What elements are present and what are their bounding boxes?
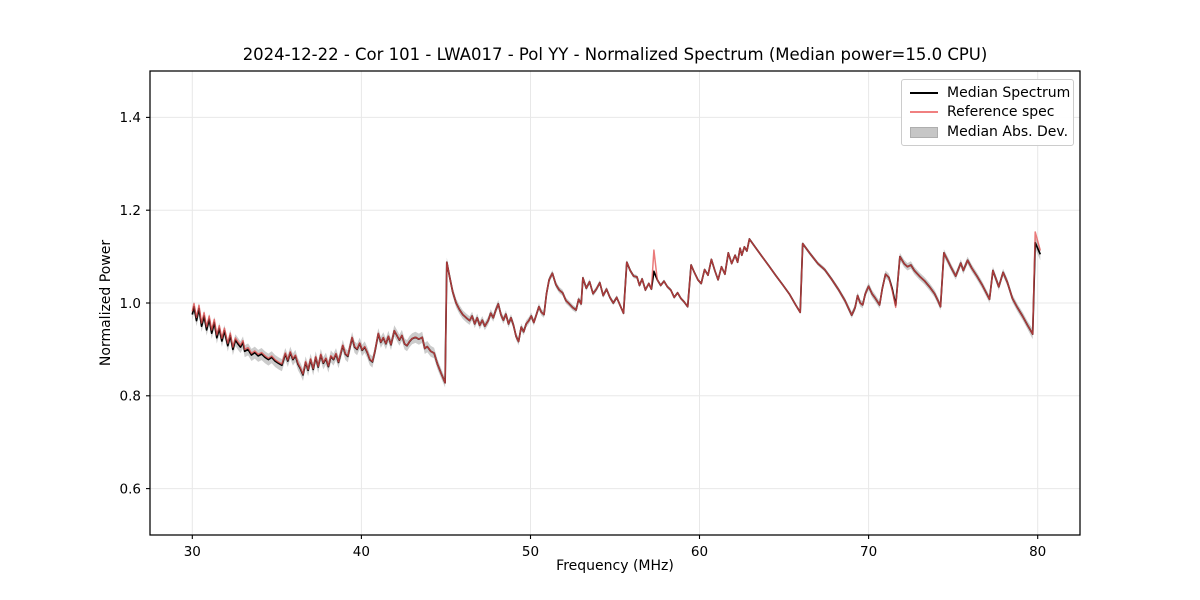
chart-title: 2024-12-22 - Cor 101 - LWA017 - Pol YY -… (242, 45, 988, 64)
legend-label: Reference spec (947, 104, 1055, 121)
legend-item-median-spectrum: Median Spectrum (910, 86, 1070, 100)
x-tick-label: 50 (522, 544, 539, 560)
x-tick-label: 80 (1029, 544, 1046, 560)
y-tick-label: 0.6 (120, 481, 141, 497)
x-tick-labels: 30 40 50 60 70 80 (184, 544, 1047, 560)
y-tick-label: 0.8 (120, 389, 141, 405)
x-tick-label: 70 (860, 544, 877, 560)
y-tick-labels: 0.6 0.8 1.0 1.2 1.4 (120, 110, 141, 497)
y-tick-label: 1.0 (120, 296, 141, 312)
x-tick-label: 30 (184, 544, 201, 560)
legend-item-reference-spec: Reference spec (910, 105, 1065, 119)
x-tick-label: 40 (353, 544, 370, 560)
y-tick-label: 1.2 (120, 203, 141, 219)
legend-item-median-abs-dev: Median Abs. Dev. (910, 124, 1069, 141)
y-tick-label: 1.4 (120, 110, 141, 126)
y-ticks (146, 116, 150, 490)
x-axis-label: Frequency (MHz) (556, 558, 674, 574)
x-tick-label: 60 (691, 544, 708, 560)
legend-label: Median Spectrum (947, 84, 1071, 101)
y-axis-label: Normalized Power (98, 239, 114, 367)
reference-spec-line-swatch (910, 111, 938, 114)
median-abs-dev-patch-swatch (910, 126, 938, 138)
legend-label: Median Abs. Dev. (947, 124, 1069, 141)
median-spectrum-line-swatch (910, 91, 938, 94)
gridlines (150, 71, 1080, 535)
x-ticks (191, 535, 1039, 539)
legend: Median Spectrum Reference spec Median Ab… (901, 79, 1074, 146)
reference-spec-line (191, 231, 1042, 384)
